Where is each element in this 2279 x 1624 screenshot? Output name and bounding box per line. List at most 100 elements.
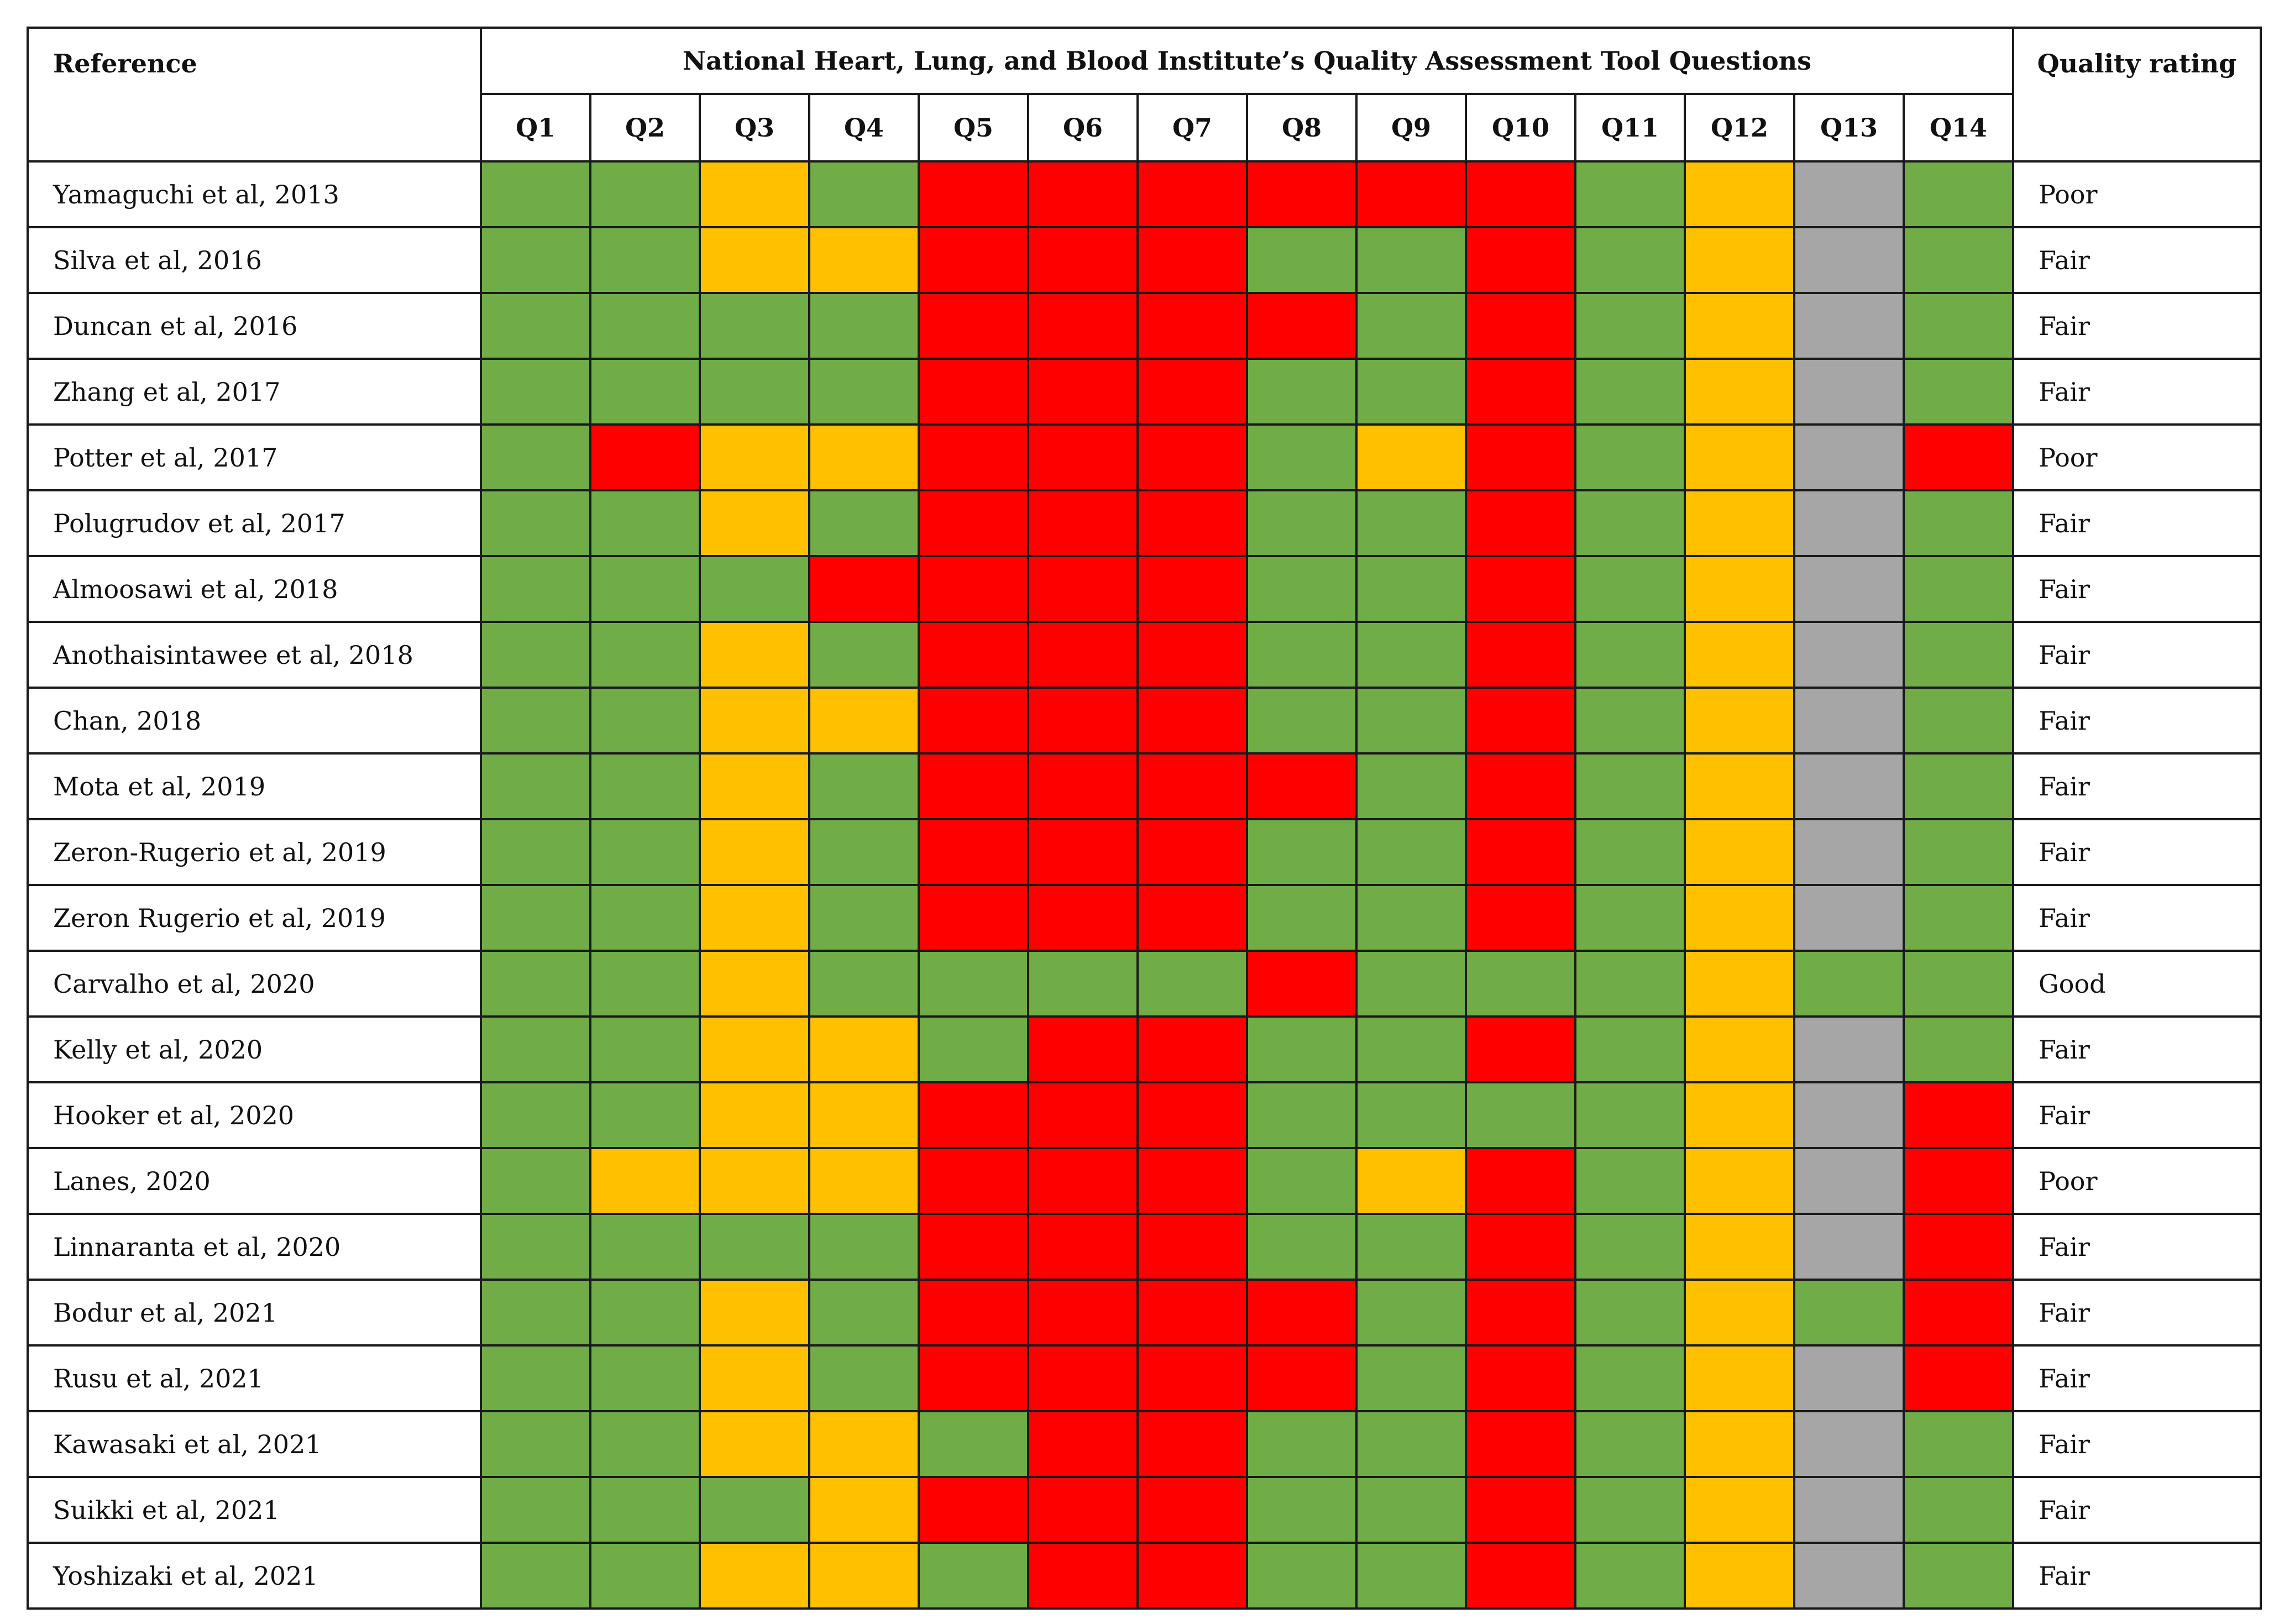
rating-cell-q6 [1027,1410,1139,1478]
rating-cell-q9 [1355,292,1467,360]
question-header-q4: Q4 [808,93,920,163]
rating-cell-q12 [1684,160,1795,228]
rating-cell-q11 [1574,687,1686,755]
rating-cell-q2 [589,1213,701,1281]
table-row: Carvalho et al, 2020 Good [27,950,2262,1018]
rating-cell-q5 [918,1213,1029,1281]
reference-header: Reference [27,27,482,163]
rating-cell-q2 [589,752,701,820]
rating-cell-q4 [808,292,920,360]
rating-cell-q13 [1793,884,1905,952]
rating-cell-q14 [1903,1279,2014,1347]
rating-cell-q3 [699,621,810,689]
rating-cell-q12 [1684,1279,1795,1347]
rating-cell-q5 [918,1279,1029,1347]
table-row: Bodur et al, 2021 Fair [27,1279,2262,1347]
rating-cell-q13 [1793,1213,1905,1281]
rating-cell-q1 [480,555,591,623]
rating-cell-q4 [808,752,920,820]
table-row: Chan, 2018 Fair [27,687,2262,755]
rating-cell-q2 [589,358,701,426]
rating-cell-q2 [589,423,701,491]
quality-rating-cell: Poor [2012,1147,2262,1215]
quality-rating-cell: Fair [2012,1279,2262,1347]
quality-rating-cell: Fair [2012,1542,2262,1610]
rating-cell-q4 [808,1147,920,1215]
rating-cell-q14 [1903,621,2014,689]
rating-cell-q4 [808,1476,920,1544]
rating-cell-q3 [699,292,810,360]
rating-cell-q1 [480,489,591,557]
table-row: Lanes, 2020 Poor [27,1147,2262,1215]
rating-cell-q3 [699,1542,810,1610]
rating-cell-q8 [1246,818,1358,886]
rating-cell-q11 [1574,1344,1686,1412]
rating-cell-q4 [808,423,920,491]
rating-cell-q8 [1246,1147,1358,1215]
rating-cell-q4 [808,884,920,952]
rating-cell-q10 [1465,1542,1576,1610]
table-row: Zeron Rugerio et al, 2019 Fair [27,884,2262,952]
rating-cell-q11 [1574,818,1686,886]
rating-cell-q6 [1027,292,1139,360]
quality-rating-cell: Good [2012,950,2262,1018]
rating-cell-q13 [1793,1410,1905,1478]
rating-cell-q6 [1027,1542,1139,1610]
quality-rating-cell: Fair [2012,489,2262,557]
rating-cell-q12 [1684,884,1795,952]
rating-cell-q1 [480,1410,591,1478]
rating-cell-q6 [1027,1476,1139,1544]
table-row: Silva et al, 2016 Fair [27,226,2262,294]
rating-cell-q6 [1027,884,1139,952]
rating-cell-q6 [1027,1081,1139,1149]
rating-cell-q14 [1903,752,2014,820]
rating-cell-q10 [1465,1081,1576,1149]
rating-cell-q2 [589,160,701,228]
rating-cell-q4 [808,687,920,755]
rating-cell-q13 [1793,950,1905,1018]
rating-cell-q2 [589,1344,701,1412]
rating-cell-q2 [589,226,701,294]
rating-cell-q5 [918,489,1029,557]
question-header-q12: Q12 [1684,93,1795,163]
rating-cell-q4 [808,358,920,426]
rating-cell-q8 [1246,358,1358,426]
rating-cell-q1 [480,752,591,820]
reference-cell: Polugrudov et al, 2017 [27,489,482,557]
rating-cell-q12 [1684,555,1795,623]
quality-rating-cell: Poor [2012,160,2262,228]
rating-cell-q6 [1027,423,1139,491]
rating-cell-q3 [699,1344,810,1412]
question-header-q6: Q6 [1027,93,1139,163]
quality-rating-cell: Fair [2012,818,2262,886]
rating-cell-q3 [699,1279,810,1347]
rating-cell-q1 [480,687,591,755]
rating-cell-q5 [918,752,1029,820]
quality-rating-cell: Fair [2012,226,2262,294]
reference-cell: Zhang et al, 2017 [27,358,482,426]
rating-cell-q7 [1136,358,1248,426]
rating-cell-q13 [1793,1279,1905,1347]
rating-cell-q13 [1793,687,1905,755]
rating-cell-q4 [808,1015,920,1083]
rating-cell-q9 [1355,1410,1467,1478]
rating-cell-q11 [1574,1081,1686,1149]
question-header-q1: Q1 [480,93,591,163]
rating-cell-q7 [1136,489,1248,557]
quality-rating-cell: Fair [2012,1015,2262,1083]
rating-cell-q1 [480,292,591,360]
question-header-q14: Q14 [1903,93,2014,163]
rating-cell-q3 [699,950,810,1018]
rating-cell-q8 [1246,1542,1358,1610]
quality-rating-cell: Fair [2012,1476,2262,1544]
rating-cell-q14 [1903,687,2014,755]
rating-cell-q9 [1355,1213,1467,1281]
rating-cell-q5 [918,1542,1029,1610]
rating-cell-q5 [918,884,1029,952]
rating-cell-q14 [1903,1410,2014,1478]
rating-cell-q1 [480,1213,591,1281]
reference-cell: Kelly et al, 2020 [27,1015,482,1083]
rating-cell-q5 [918,358,1029,426]
rating-cell-q1 [480,226,591,294]
rating-cell-q10 [1465,687,1576,755]
